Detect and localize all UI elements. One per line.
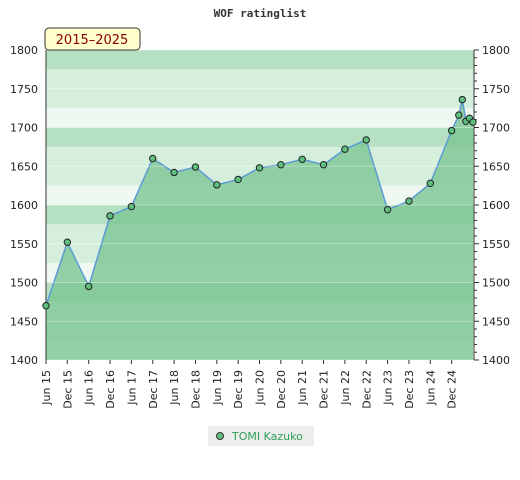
data-point xyxy=(362,136,370,144)
period-badge-label: 2015–2025 xyxy=(56,33,129,48)
y-tick-label-left: 1600 xyxy=(10,199,38,212)
background-band xyxy=(46,108,474,128)
x-tick-label: Dec 18 xyxy=(189,370,202,409)
period-badge-box xyxy=(44,27,141,51)
data-point xyxy=(170,168,178,177)
data-point xyxy=(469,118,477,126)
data-point xyxy=(85,282,93,291)
data-point xyxy=(458,95,467,104)
y-tick-label-left: 1800 xyxy=(10,44,38,57)
y-tick-label-left: 1400 xyxy=(10,354,38,367)
data-point xyxy=(191,163,200,171)
data-point xyxy=(234,175,242,184)
x-tick-label: Dec 23 xyxy=(403,370,416,409)
y-tick-label-left: 1550 xyxy=(10,238,38,251)
data-point xyxy=(298,155,306,163)
data-point xyxy=(106,212,114,220)
x-tick-label: Dec 24 xyxy=(446,370,459,409)
x-tick-label: Jun 24 xyxy=(424,370,437,406)
y-tick-label-right: 1700 xyxy=(482,122,510,135)
y-tick-label-right: 1650 xyxy=(482,160,510,173)
data-point xyxy=(277,161,285,169)
y-tick-label-right: 1550 xyxy=(482,238,510,251)
data-point xyxy=(127,202,136,211)
y-tick-label-left: 1650 xyxy=(10,160,38,173)
data-point xyxy=(426,179,434,188)
series-area xyxy=(46,99,473,360)
background-band xyxy=(46,146,474,167)
y-tick-label-right: 1500 xyxy=(482,277,510,290)
x-tick-label: Dec 21 xyxy=(318,370,331,409)
data-point xyxy=(383,205,392,214)
y-tick-label-right: 1750 xyxy=(482,83,510,96)
y-tick-label-left: 1750 xyxy=(10,83,38,96)
x-tick-label: Dec 16 xyxy=(104,370,117,409)
x-tick-label: Jun 19 xyxy=(211,370,224,406)
data-point xyxy=(319,161,328,169)
x-axis: Jun 15 Dec 15 Jun 16 Dec 16 Jun 17 Dec 17 Jun … xyxy=(40,360,459,409)
background-band xyxy=(46,50,474,70)
data-point xyxy=(213,181,221,189)
x-tick-label: Jun 22 xyxy=(339,370,352,406)
y-axis-right: 1400 1450 1500 1550 1600 1650 1700 1750 1800 xyxy=(473,44,510,367)
background-band xyxy=(46,69,474,89)
y-axis-left: 1400 1450 1500 1550 1600 1650 1700 1750 1800 xyxy=(10,44,47,367)
data-point xyxy=(455,111,463,119)
data-point xyxy=(149,154,157,163)
legend-series-name: TOMI Kazuko xyxy=(232,429,303,443)
x-tick-label: Dec 15 xyxy=(61,370,74,409)
data-point xyxy=(255,164,264,172)
y-tick-label-right: 1450 xyxy=(482,315,510,328)
x-tick-label: Dec 22 xyxy=(360,370,373,409)
background-band xyxy=(46,88,474,109)
x-tick-label: Dec 20 xyxy=(275,370,288,409)
y-tick-label-right: 1400 xyxy=(482,354,510,367)
x-tick-label: Jun 21 xyxy=(296,370,309,406)
x-tick-label: Jun 20 xyxy=(254,370,267,406)
background-band xyxy=(46,127,474,147)
x-tick-label: Dec 19 xyxy=(232,370,245,409)
period-badge: 2015–2025 xyxy=(44,27,141,51)
data-points xyxy=(42,95,477,310)
y-tick-label-right: 1800 xyxy=(482,44,510,57)
y-tick-label-right: 1600 xyxy=(482,199,510,212)
x-tick-label: Dec 17 xyxy=(147,370,160,409)
chart-title: WOF ratinglist xyxy=(214,7,307,20)
data-point xyxy=(447,126,456,135)
y-tick-label-left: 1500 xyxy=(10,277,38,290)
x-tick-label: Jun 18 xyxy=(168,370,181,406)
legend: TOMI Kazuko xyxy=(208,426,314,446)
data-point xyxy=(63,238,72,246)
x-tick-label: Jun 17 xyxy=(125,370,138,406)
y-tick-label-left: 1700 xyxy=(10,122,38,135)
x-tick-label: Jun 16 xyxy=(83,370,96,406)
y-tick-label-left: 1450 xyxy=(10,315,38,328)
data-point xyxy=(42,302,50,310)
data-point xyxy=(405,197,413,205)
x-tick-label: Jun 15 xyxy=(40,370,53,406)
data-point xyxy=(341,145,349,153)
legend-marker-icon xyxy=(216,432,224,440)
x-tick-label: Jun 23 xyxy=(382,370,395,406)
